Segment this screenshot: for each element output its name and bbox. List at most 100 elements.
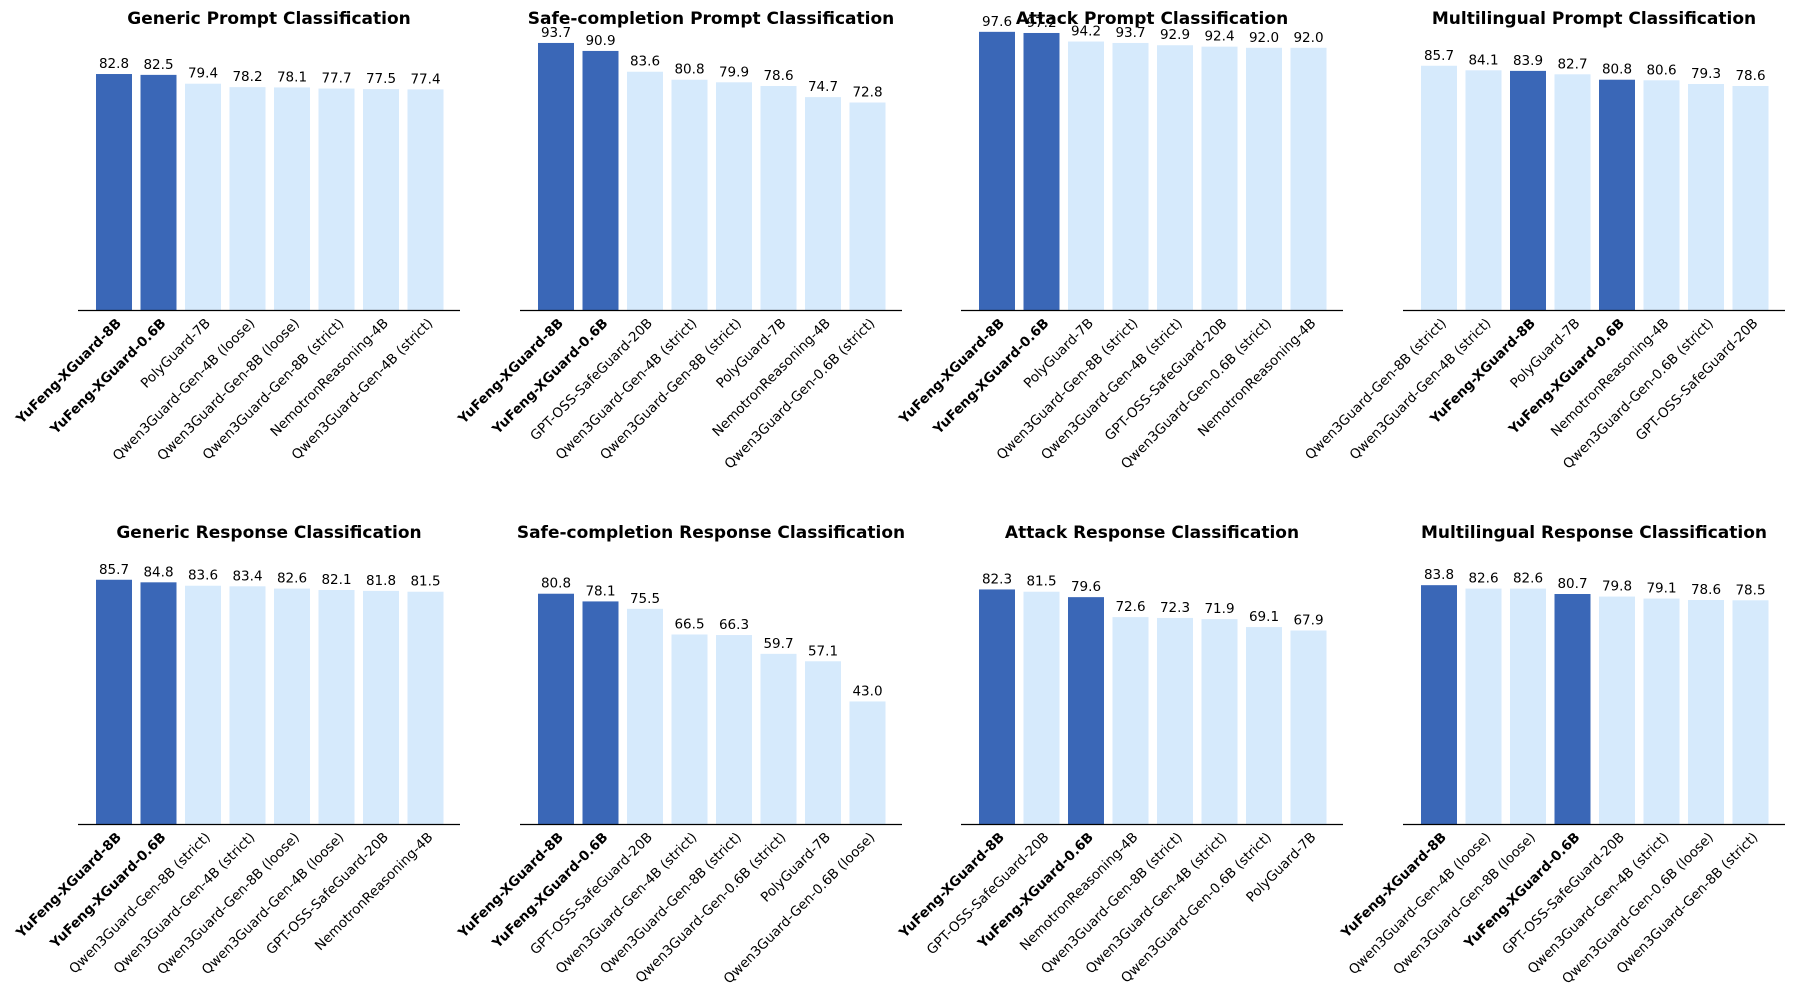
bar-value-label: 81.8 (366, 573, 396, 589)
bar (849, 701, 886, 824)
bar (274, 588, 310, 824)
bar (671, 634, 708, 824)
bar (229, 586, 266, 824)
bar (1465, 70, 1502, 310)
bar-value-label: 93.7 (541, 25, 571, 41)
bar-value-label: 82.7 (1557, 56, 1587, 72)
bar-value-label: 77.7 (321, 71, 351, 87)
bar-value-label: 93.7 (1115, 25, 1145, 41)
bar-value-label: 72.6 (1115, 599, 1145, 615)
bar-value-label: 84.1 (1468, 52, 1498, 68)
bar-value-label: 80.8 (541, 576, 571, 592)
bar (1554, 74, 1591, 311)
bar (1554, 594, 1591, 824)
bar-value-label: 92.9 (1160, 27, 1190, 43)
chart-title: Generic Response Classification (116, 523, 421, 543)
bar-value-label: 79.4 (188, 66, 218, 82)
bar-value-label: 82.8 (99, 56, 129, 72)
bar (716, 635, 752, 824)
bar (185, 585, 221, 824)
bar (1246, 47, 1282, 311)
bar (582, 50, 619, 311)
bar-value-label: 79.8 (1602, 579, 1632, 595)
chart-title: Generic Prompt Classification (127, 9, 411, 29)
bar-value-label: 79.6 (1071, 579, 1101, 595)
bar (96, 579, 132, 824)
bar-value-label: 85.7 (99, 562, 129, 578)
bar-value-label: 72.8 (852, 85, 882, 101)
bar-value-label: 67.9 (1293, 612, 1323, 628)
chart-panel-0: Generic Prompt Classification82.8YuFeng-… (13, 9, 460, 464)
bar (1599, 596, 1635, 824)
chart-title: Attack Response Classification (1005, 523, 1299, 543)
bar-value-label: 83.9 (1513, 53, 1543, 69)
chart-panel-5: Safe-completion Response Classification 8… (455, 523, 906, 987)
bar (805, 97, 841, 310)
bar-value-label: 81.5 (410, 574, 440, 590)
bar-value-label: 78.6 (1735, 68, 1765, 84)
bar-value-label: 82.1 (321, 572, 351, 588)
bar-value-label: 43.0 (852, 683, 882, 699)
bar (1510, 588, 1546, 824)
bar-value-label: 77.5 (366, 71, 396, 87)
bar-value-label: 80.8 (674, 62, 704, 78)
chart-title: Safe-completion Prompt Classification (528, 9, 895, 29)
bar-value-label: 75.5 (630, 591, 660, 607)
bar-value-label: 83.8 (1424, 567, 1454, 583)
bar (805, 661, 841, 824)
bar (1068, 41, 1104, 310)
bar-value-label: 82.6 (277, 571, 307, 587)
bar (1421, 65, 1457, 310)
bar (1688, 599, 1724, 824)
bar (1599, 79, 1635, 310)
bar (979, 589, 1015, 824)
bar (274, 87, 310, 310)
bar-value-label: 92.0 (1293, 30, 1323, 46)
chart-title: Multilingual Response Classification (1421, 523, 1767, 543)
bar-value-label: 80.8 (1602, 62, 1632, 78)
bar-value-label: 69.1 (1249, 609, 1279, 625)
bar-value-label: 83.6 (630, 54, 660, 70)
bar-value-label: 78.1 (585, 583, 615, 599)
bar (1732, 600, 1769, 824)
chart-panel-7: Multilingual Response Classification 83.8… (1338, 523, 1785, 987)
bar (363, 590, 399, 824)
bar (185, 83, 221, 311)
bar (1157, 45, 1193, 311)
bar-value-label: 78.6 (763, 68, 793, 84)
bar-value-label: 83.6 (188, 568, 218, 584)
chart-panel-6: Attack Response Classification82.3YuFeng… (896, 523, 1343, 986)
bar (1290, 47, 1327, 311)
bar (229, 87, 266, 310)
bar (1465, 588, 1502, 824)
bar-value-label: 82.5 (143, 57, 173, 73)
bar (1112, 42, 1149, 311)
bar-value-label: 78.6 (1691, 582, 1721, 598)
bar-value-label: 84.8 (143, 564, 173, 580)
bar (1157, 617, 1193, 824)
bar-value-label: 79.9 (719, 64, 749, 80)
chart-panel-1: Safe-completion Prompt Classification93.… (455, 9, 902, 472)
bar-value-label: 90.9 (585, 33, 615, 49)
bar (318, 590, 355, 824)
bar (1421, 585, 1457, 824)
bar (1023, 591, 1060, 824)
bar-value-label: 59.7 (763, 636, 793, 652)
bar (1201, 46, 1238, 310)
chart-title: Safe-completion Response Classification (517, 523, 905, 543)
bar (849, 102, 886, 311)
bar-value-label: 57.1 (808, 643, 838, 659)
bar-value-label: 82.6 (1513, 571, 1543, 587)
bar-value-label: 78.5 (1735, 582, 1765, 598)
bar (363, 89, 399, 310)
chart-panel-3: Multilingual Prompt Classification85.7Qw… (1302, 9, 1785, 472)
bar-value-label: 74.7 (808, 79, 838, 95)
bar (1643, 80, 1680, 310)
bar-value-label: 71.9 (1204, 601, 1234, 617)
bar (1201, 619, 1238, 824)
bar-value-label: 66.3 (719, 617, 749, 633)
bar-value-label: 81.5 (1026, 574, 1056, 590)
bar (1732, 85, 1769, 311)
bar-value-label: 97.2 (1026, 15, 1056, 31)
bar (407, 591, 444, 824)
